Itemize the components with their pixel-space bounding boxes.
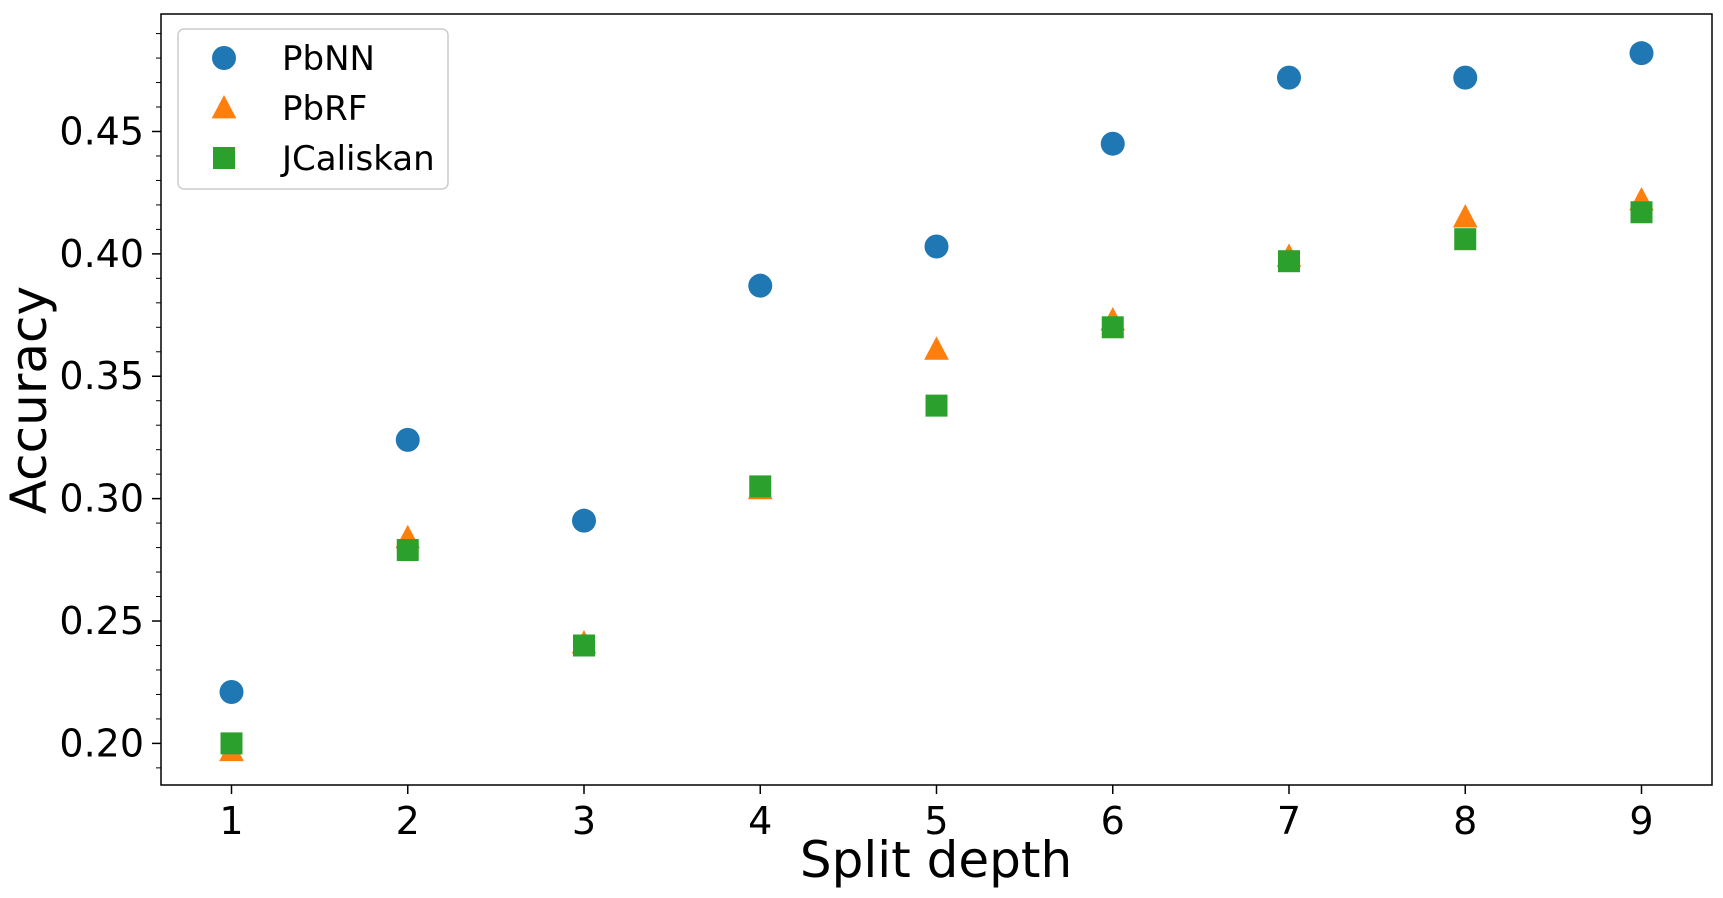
x-tick-label: 7 [1277, 799, 1301, 843]
legend-label-pbrf: PbRF [282, 89, 367, 129]
legend-marker-pbrf [211, 95, 237, 119]
data-points [219, 41, 1654, 762]
y-tick-label: 0.45 [59, 109, 144, 153]
y-tick-label: 0.35 [59, 354, 144, 398]
x-tick-label: 2 [396, 799, 420, 843]
data-point-pbrf [1452, 204, 1478, 228]
data-point-pbnn [748, 273, 773, 298]
y-axis-title: Accuracy [0, 286, 58, 514]
legend-label-pbnn: PbNN [282, 39, 375, 79]
data-point-jcaliskan [1630, 201, 1653, 224]
data-point-jcaliskan [1454, 228, 1477, 251]
data-point-jcaliskan [573, 634, 595, 657]
data-point-jcaliskan [1278, 250, 1300, 273]
legend-label-jcaliskan: JCaliskan [280, 139, 435, 179]
data-point-pbnn [924, 234, 949, 259]
data-point-jcaliskan [1101, 316, 1124, 339]
y-tick-label: 0.30 [59, 477, 144, 521]
y-tick-label: 0.40 [59, 232, 144, 276]
y-axis-ticks: 0.20 0.25 0.30 0.35 0.40 0.45 [59, 109, 161, 765]
y-tick-label: 0.20 [59, 721, 144, 765]
legend: PbNN PbRF JCaliskan [177, 28, 449, 190]
x-axis-ticks: 1 2 3 4 5 6 7 8 9 [219, 785, 1654, 843]
data-point-pbnn [395, 427, 420, 452]
data-point-pbnn [1100, 131, 1125, 156]
data-point-jcaliskan [925, 394, 948, 417]
x-tick-label: 6 [1101, 799, 1125, 843]
x-axis-title: Split depth [800, 831, 1072, 889]
legend-box [177, 28, 449, 190]
data-point-pbnn [1277, 65, 1301, 90]
data-point-pbnn [1453, 65, 1478, 90]
legend-marker-pbnn [212, 46, 236, 70]
data-point-pbnn [219, 679, 244, 704]
data-point-pbnn [572, 508, 596, 533]
x-tick-label: 8 [1453, 799, 1477, 843]
y-tick-label: 0.25 [59, 599, 144, 643]
legend-marker-jcaliskan [213, 147, 235, 169]
x-tick-label: 4 [748, 799, 772, 843]
data-point-pbnn [1629, 41, 1654, 66]
x-tick-label: 9 [1629, 799, 1653, 843]
data-point-jcaliskan [749, 475, 772, 498]
data-point-jcaliskan [396, 539, 419, 562]
x-tick-label: 5 [924, 799, 948, 843]
y-axis-minor-ticks [156, 33, 161, 769]
data-point-pbrf [924, 336, 949, 360]
x-tick-label: 3 [572, 799, 596, 843]
data-point-jcaliskan [220, 732, 243, 755]
x-tick-label: 1 [219, 799, 243, 843]
